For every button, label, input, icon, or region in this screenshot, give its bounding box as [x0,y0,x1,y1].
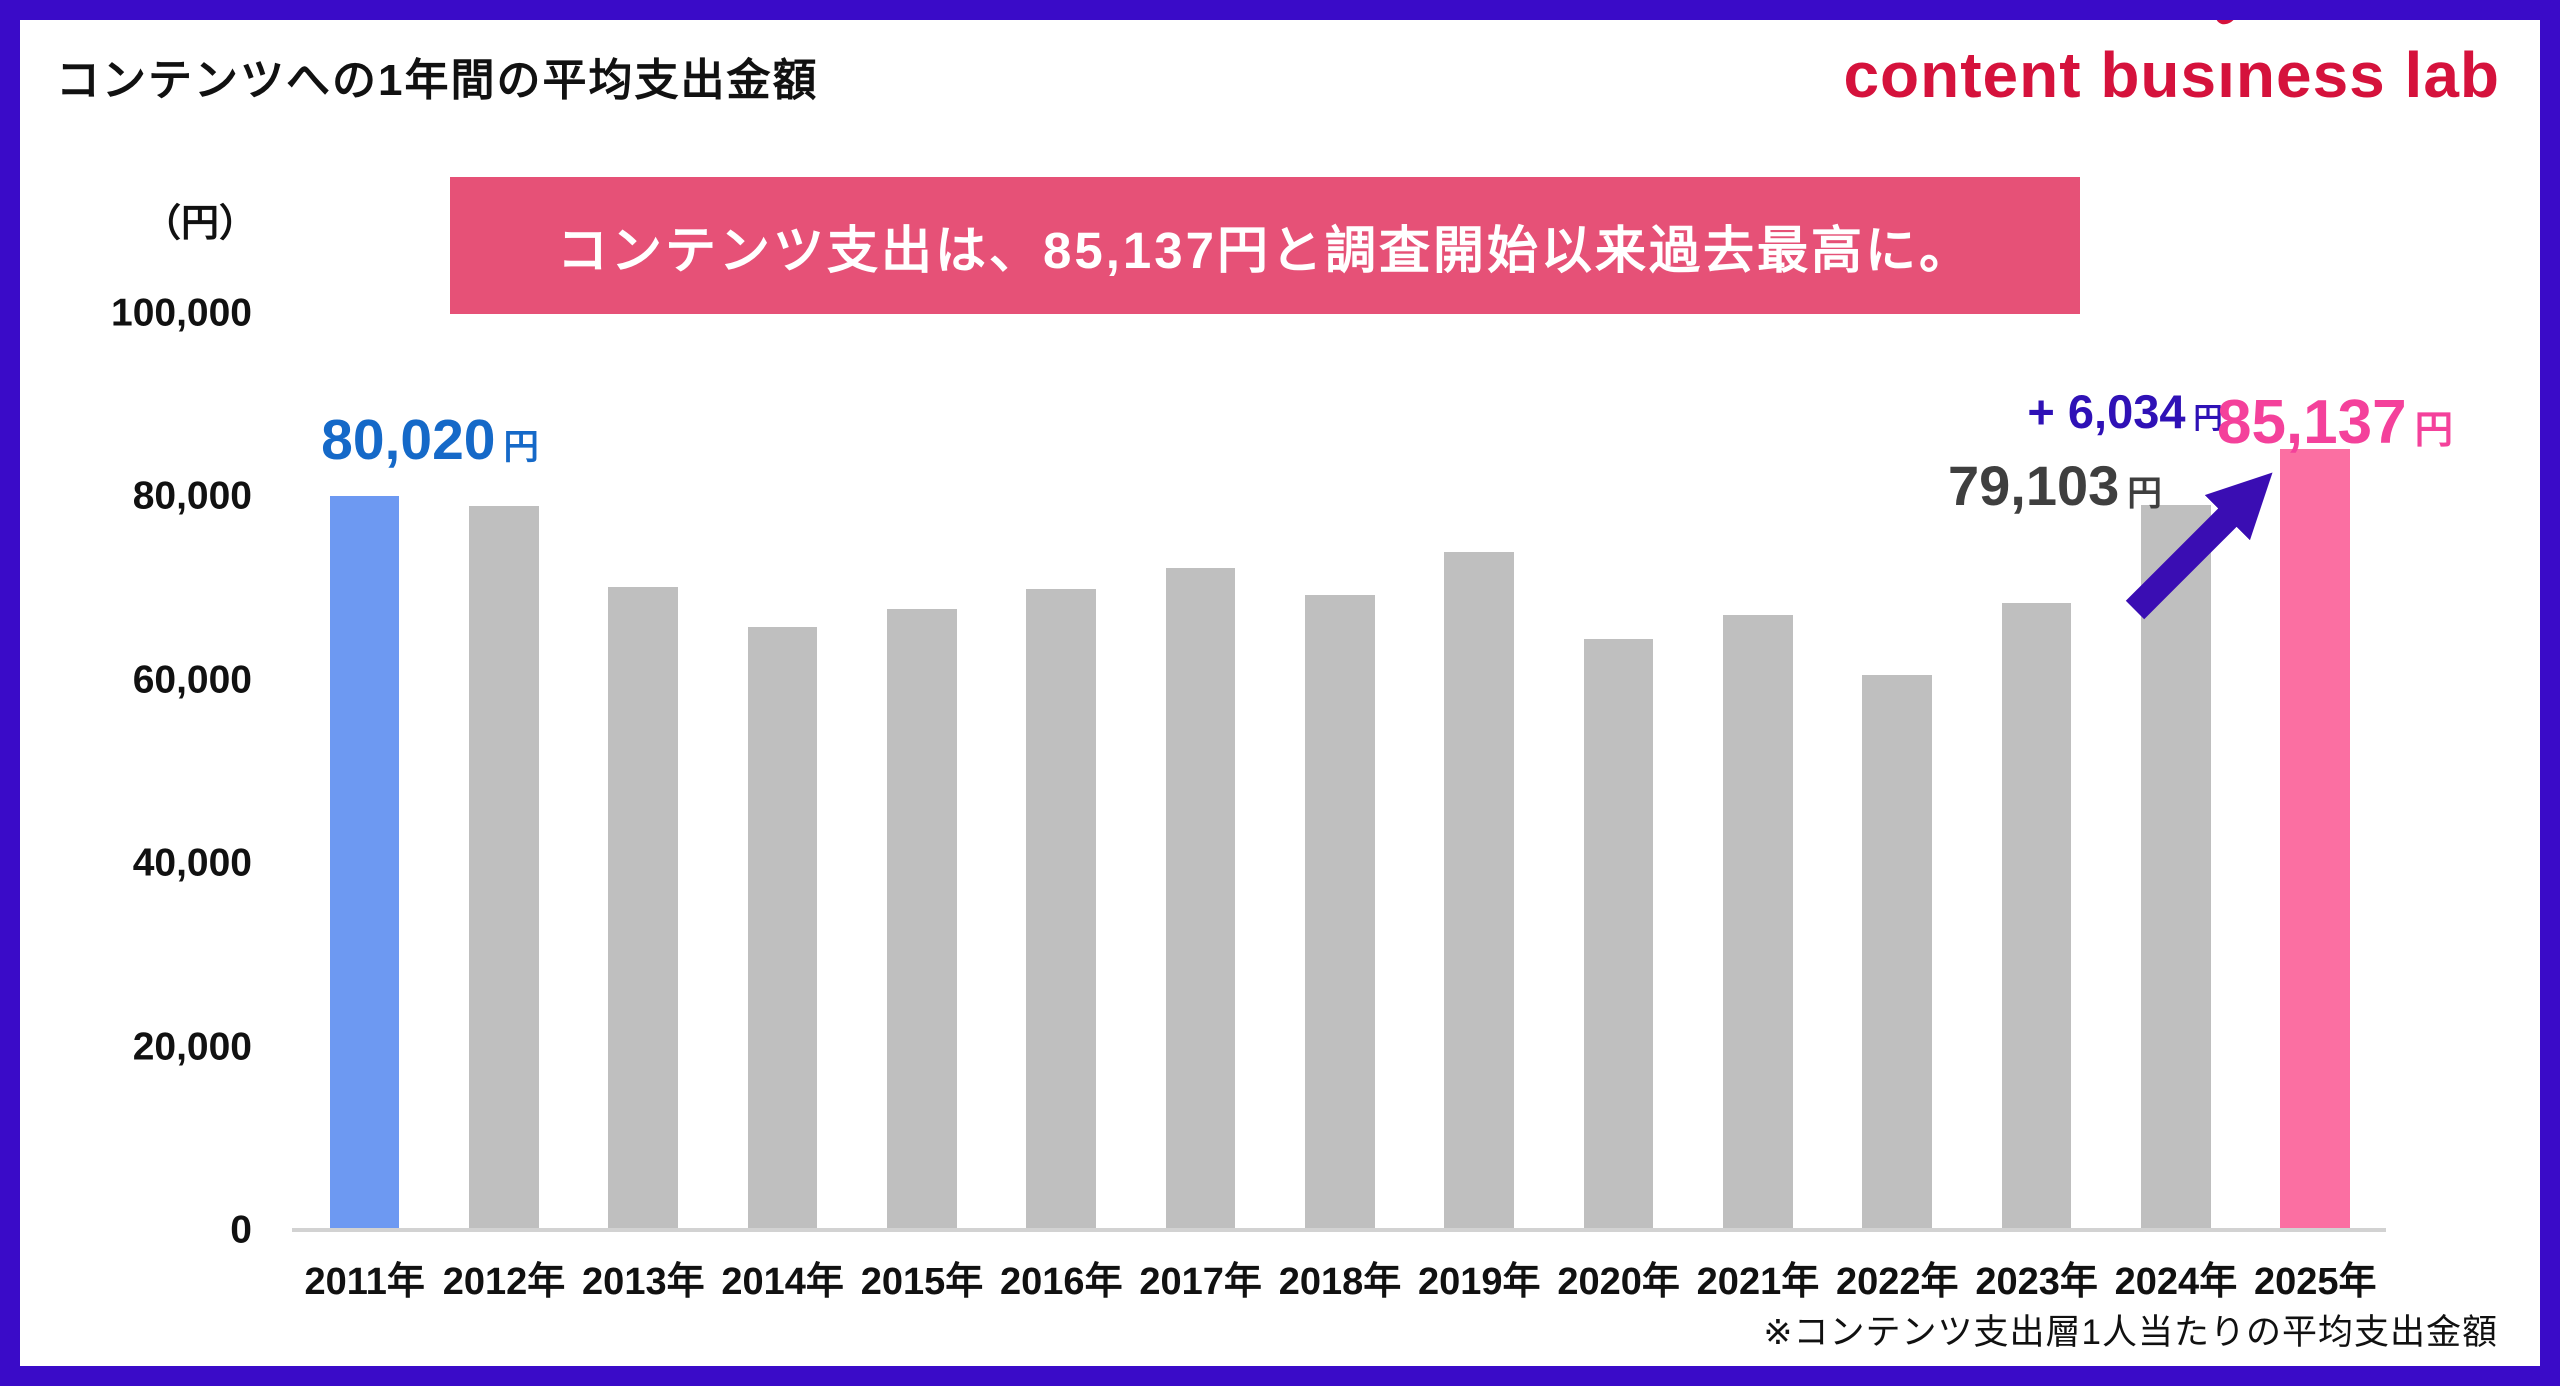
bar-2019年 [1444,552,1515,1230]
bar-2021年 [1723,614,1793,1230]
annotation-2024-unit: 円 [2127,475,2162,513]
x-tick-2024年: 2024年 [2114,1261,2238,1303]
bar-2015年 [887,609,957,1230]
bar-slot [1828,313,1967,1230]
bar-slot [1131,313,1270,1230]
annotation-2011-unit: 円 [503,428,539,467]
bar-2023年 [2001,602,2072,1230]
y-tick-100,000: 100,000 [111,291,252,335]
bar-slot [295,313,434,1230]
x-tick-2023年: 2023年 [1975,1261,2098,1303]
bar-slot [1270,313,1409,1230]
bar-slot [1410,313,1549,1230]
bar-slot [992,313,1131,1230]
x-tick-2013年: 2013年 [582,1261,705,1303]
footnote: ※コンテンツ支出層1人当たりの平均支出金額 [1763,1313,2498,1352]
x-axis-line [292,1228,2386,1232]
annotation-2024-number: 79,103 [1948,454,2120,517]
y-axis: 0 20,000 40,000 60,000 80,000 100,000 [40,294,252,1250]
x-tick-2011年: 2011年 [304,1261,425,1303]
annotation-diff-value: + 6,034 円 [2000,388,2250,435]
page-title: コンテンツへの1年間の平均支出金額 [56,56,819,105]
logo-letter-i: ı [2211,20,2242,117]
x-tick-2016年: 2016年 [1000,1261,1123,1303]
annotation-2024-value: 79,103 円 [1925,458,2185,514]
bar-2025年 [2280,449,2351,1230]
annotation-diff-number: + 6,034 [2027,385,2186,438]
bar-slot [713,313,852,1230]
y-tick-20,000: 20,000 [132,1025,252,1069]
x-tick-2020年: 2020年 [1557,1261,1680,1303]
increase-arrow-line [2125,472,2273,620]
bar-2024年 [2141,504,2211,1230]
plot-area [295,313,2385,1230]
x-tick-2021年: 2021年 [1696,1261,1820,1303]
bar-2020年 [1583,639,1654,1230]
bar-slot [2106,313,2245,1230]
x-tick-2017年: 2017年 [1139,1261,1262,1303]
headline-banner: コンテンツ支出は、85,137円と調査開始以来過去最高に。 [450,177,2080,314]
brand-logo: content busı ness lab [1843,20,2500,117]
annotation-2011-value: 80,020 円 [275,412,585,469]
y-tick-80,000: 80,000 [132,474,252,518]
x-tick-2019年: 2019年 [1418,1261,1541,1303]
x-tick-2012年: 2012年 [442,1261,566,1303]
y-tick-40,000: 40,000 [132,841,252,885]
annotation-2025-value: 85,137 円 [2185,392,2485,454]
flame-icon [2211,20,2242,29]
bar-slot [1967,313,2106,1230]
logo-text-post: ness lab [2235,39,2500,111]
y-tick-60,000: 60,000 [132,658,252,702]
x-tick-2014年: 2014年 [721,1261,844,1303]
x-tick-2022年: 2022年 [1836,1261,1959,1303]
bar-slot [2246,313,2385,1230]
bar-2016年 [1026,589,1097,1230]
bar-slot [1688,313,1827,1230]
annotation-diff-unit: 円 [2193,403,2223,435]
annotation-2025-unit: 円 [2414,409,2454,452]
logo-text-pre: content bus [1843,39,2218,111]
annotation-2011-number: 80,020 [321,408,496,472]
x-axis: 2011年 2012年 2013年 2014年 2015年 2016年 2017年 2018年… [295,1250,2385,1305]
bar-2017年 [1165,567,1236,1230]
headline-text: コンテンツ支出は、85,137円と調査開始以来過去最高に。 [557,221,1973,279]
y-axis-unit: （円） [142,203,257,245]
annotation-2025-number: 85,137 [2216,388,2407,457]
bar-slot [574,313,713,1230]
bar-2013年 [608,587,679,1230]
bar-2014年 [747,626,818,1230]
x-tick-2018年: 2018年 [1278,1261,1402,1303]
increase-arrow-icon [2125,472,2273,620]
bar-2011年 [329,496,400,1230]
bar-slot [434,313,573,1230]
bar-slot [852,313,991,1230]
bar-2018年 [1305,595,1375,1230]
bar-2022年 [1862,675,1933,1230]
x-tick-2015年: 2015年 [860,1261,984,1303]
bar-2012年 [469,505,539,1230]
bar-slot [1549,313,1688,1230]
x-tick-2025年: 2025年 [2253,1261,2377,1303]
y-tick-0: 0 [230,1208,252,1252]
